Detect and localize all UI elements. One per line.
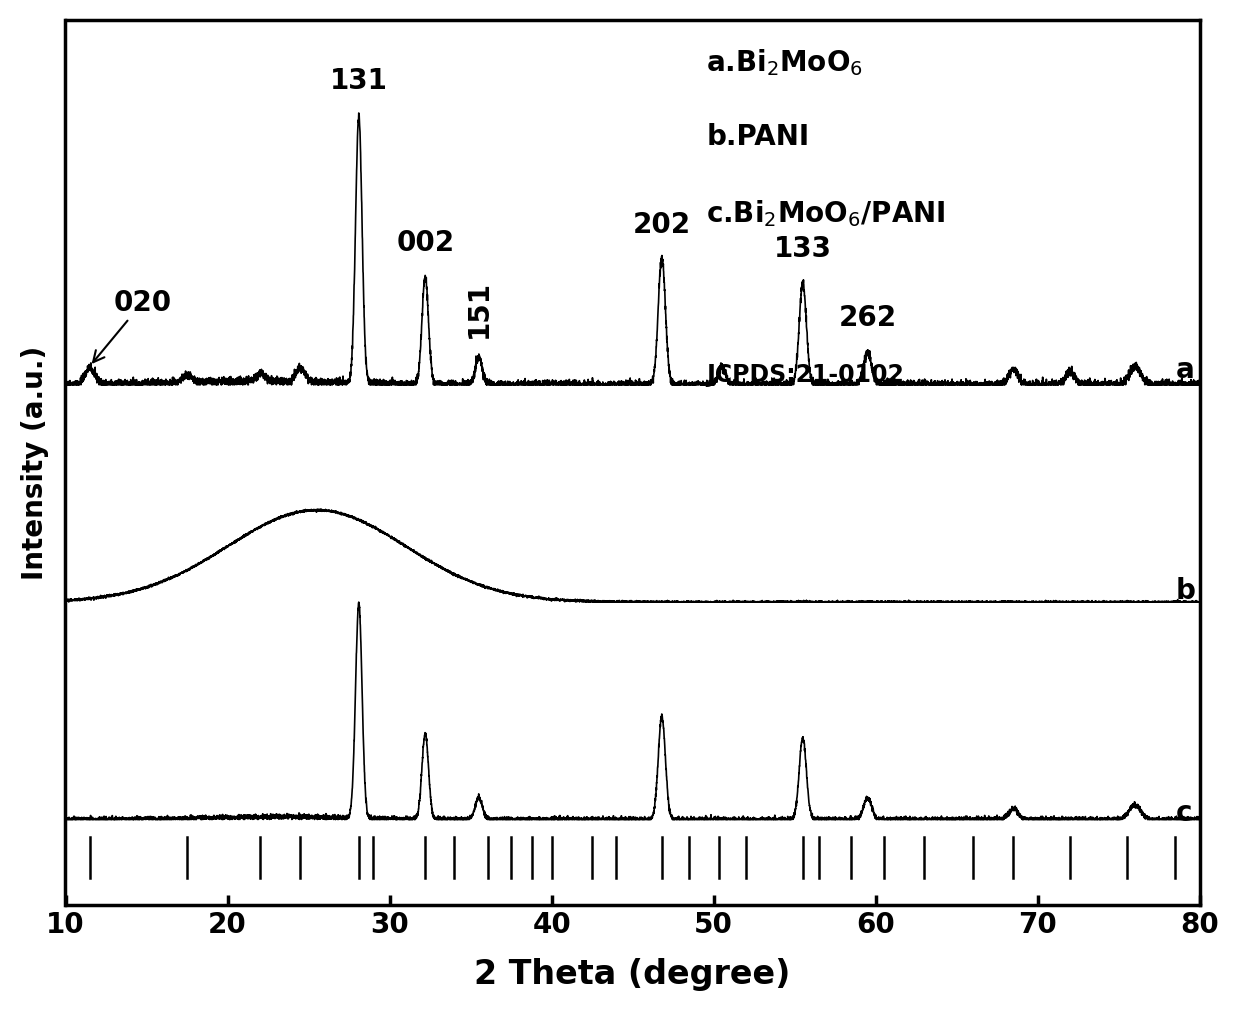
- Text: 133: 133: [774, 235, 832, 263]
- Text: c: c: [1176, 798, 1192, 826]
- Text: 131: 131: [330, 67, 388, 94]
- Y-axis label: Intensity (a.u.): Intensity (a.u.): [21, 346, 48, 580]
- Text: 151: 151: [465, 280, 492, 338]
- Text: a: a: [1176, 356, 1194, 384]
- Text: b: b: [1176, 577, 1195, 605]
- X-axis label: 2 Theta (degree): 2 Theta (degree): [475, 957, 791, 990]
- Text: b.PANI: b.PANI: [707, 122, 810, 151]
- Text: 262: 262: [838, 303, 897, 332]
- Text: 020: 020: [93, 288, 172, 363]
- Text: JCPDS:21-0102: JCPDS:21-0102: [707, 363, 904, 387]
- Text: 002: 002: [396, 228, 454, 257]
- Text: 202: 202: [632, 211, 691, 240]
- Text: a.Bi$_2$MoO$_6$: a.Bi$_2$MoO$_6$: [707, 48, 863, 78]
- Text: c.Bi$_2$MoO$_6$/PANI: c.Bi$_2$MoO$_6$/PANI: [707, 197, 946, 228]
